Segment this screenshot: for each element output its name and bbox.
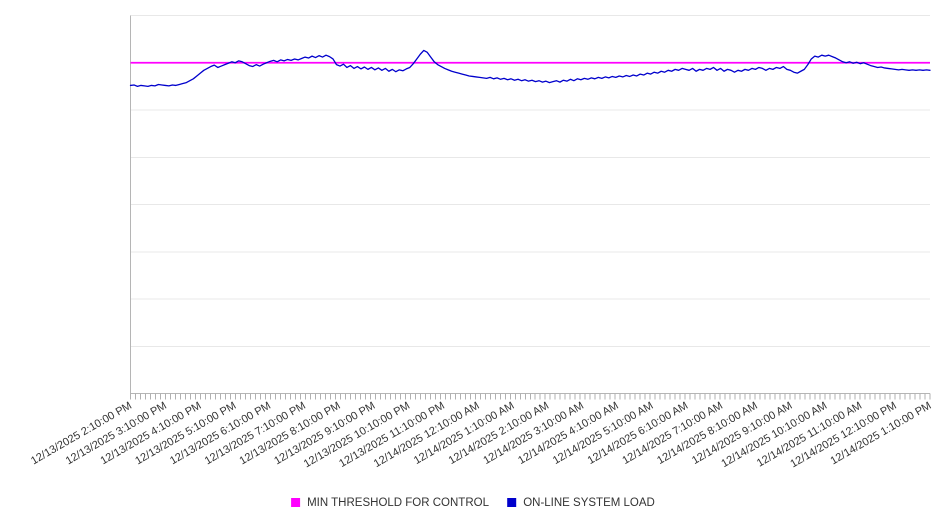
x-axis-tick-marks (130, 393, 931, 400)
legend-swatch-min-threshold[interactable] (291, 498, 301, 507)
legend-label-system-load[interactable]: ON-LINE SYSTEM LOAD (523, 497, 655, 509)
data-series (129, 49, 931, 88)
legend-swatch-system-load[interactable] (507, 498, 517, 507)
chart-legend[interactable]: MIN THRESHOLD FOR CONTROL ON-LINE SYSTEM … (291, 497, 655, 509)
series-on-line-system-load (129, 49, 931, 88)
legend-label-min-threshold[interactable]: MIN THRESHOLD FOR CONTROL (307, 497, 489, 509)
